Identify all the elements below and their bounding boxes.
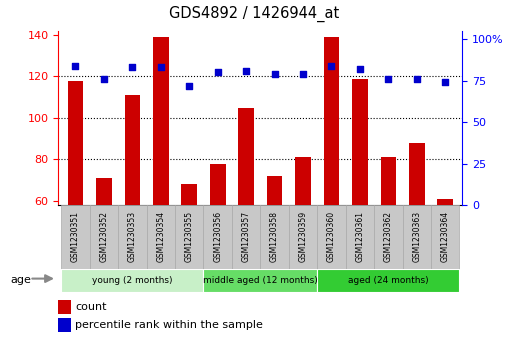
Text: GSM1230360: GSM1230360 [327,211,336,262]
Text: aged (24 months): aged (24 months) [348,276,429,285]
Bar [124,95,140,205]
Text: GSM1230357: GSM1230357 [242,211,250,262]
Point [299,71,307,77]
Text: age: age [10,275,31,285]
Point [441,79,449,85]
Point [327,63,335,69]
Bar [261,205,289,269]
Text: GSM1230354: GSM1230354 [156,211,165,262]
Text: percentile rank within the sample: percentile rank within the sample [75,320,263,330]
Bar [374,205,402,269]
Text: GSM1230362: GSM1230362 [384,211,393,262]
Point [412,76,421,82]
Point [100,76,108,82]
Bar [175,205,204,269]
Text: GSM1230352: GSM1230352 [100,211,108,262]
Bar [68,81,83,205]
Text: young (2 months): young (2 months) [92,276,173,285]
Bar [147,205,175,269]
Text: GSM1230355: GSM1230355 [185,211,194,262]
Text: GSM1230353: GSM1230353 [128,211,137,262]
Bar [204,269,317,292]
Point [214,69,222,75]
Bar [267,176,282,205]
Bar [118,205,147,269]
Text: middle aged (12 months): middle aged (12 months) [203,276,318,285]
Point [270,71,278,77]
Bar [324,37,339,205]
Bar [295,158,311,205]
Bar [153,37,169,205]
Bar [61,205,90,269]
Text: GSM1230358: GSM1230358 [270,211,279,262]
Bar [437,199,453,205]
Bar [181,184,197,205]
Bar [96,178,112,205]
Bar [61,269,204,292]
Text: GSM1230363: GSM1230363 [412,211,421,262]
Point [384,76,392,82]
Bar [232,205,261,269]
Bar [402,205,431,269]
Bar [409,143,425,205]
Bar [431,205,459,269]
Bar [317,269,459,292]
Bar [289,205,317,269]
Point [356,66,364,72]
Text: GSM1230359: GSM1230359 [299,211,307,262]
Point [157,65,165,70]
Point [185,83,194,89]
Bar [317,205,345,269]
Point [72,63,80,69]
Bar [238,107,254,205]
Bar [345,205,374,269]
Text: GSM1230356: GSM1230356 [213,211,222,262]
Bar [90,205,118,269]
Text: GSM1230361: GSM1230361 [356,211,364,262]
Bar [352,78,368,205]
Point [242,68,250,74]
Text: GSM1230364: GSM1230364 [441,211,450,262]
Bar [204,205,232,269]
Text: count: count [75,302,107,312]
Text: GDS4892 / 1426944_at: GDS4892 / 1426944_at [169,5,339,22]
Bar [210,164,226,205]
Text: GSM1230351: GSM1230351 [71,211,80,262]
Point [129,65,137,70]
Bar [380,158,396,205]
